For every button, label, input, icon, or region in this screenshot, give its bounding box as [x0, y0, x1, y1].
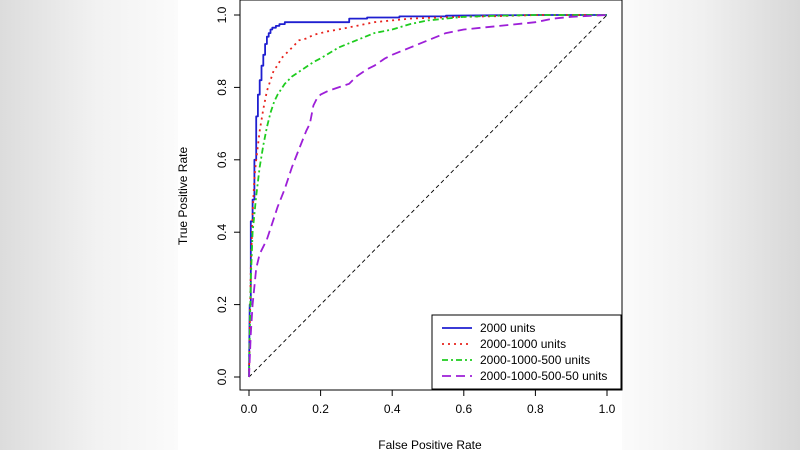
- x-tick-label: 0.8: [527, 402, 544, 416]
- x-tick-label: 0.2: [312, 402, 329, 416]
- x-tick-label: 1.0: [599, 402, 616, 416]
- legend-label-2: 2000-1000 units: [480, 337, 566, 351]
- y-tick-label: 1.0: [215, 6, 229, 23]
- series-line-3: [248, 14, 607, 378]
- axes: 0.0 0.2 0.4 0.6 0.8 1.0 0.0 0.2 0.4 0.6 0.8 1.0: [215, 0, 623, 416]
- legend: 2000 units 2000-1000 units 2000-1000-500 u…: [431, 314, 622, 390]
- legend-label-1: 2000 units: [480, 321, 535, 335]
- y-tick-label: 0.6: [215, 151, 229, 168]
- y-tick-label: 0.8: [215, 79, 229, 96]
- y-tick-label: 0.4: [215, 224, 229, 241]
- x-tick-label: 0.4: [384, 402, 401, 416]
- reference-line: [248, 14, 608, 378]
- x-tick-label: 0.6: [455, 402, 472, 416]
- series-group: [248, 14, 608, 378]
- legend-label-4: 2000-1000-500-50 units: [480, 369, 607, 383]
- reference-line-group: [248, 14, 608, 378]
- y-axis-label: True Positive Rate: [176, 147, 190, 246]
- left-blurred-background: [0, 0, 178, 450]
- right-blurred-background: [622, 0, 800, 450]
- x-tick-label: 0.0: [241, 402, 258, 416]
- series-line-1: [248, 14, 607, 378]
- legend-label-3: 2000-1000-500 units: [480, 353, 590, 367]
- series-line-4: [248, 14, 608, 378]
- plot-frame: [239, 0, 623, 391]
- x-axis-label: False Positive Rate: [378, 438, 482, 450]
- y-tick-label: 0.2: [215, 296, 229, 313]
- y-tick-label: 0.0: [215, 368, 229, 385]
- series-line-2: [248, 14, 607, 378]
